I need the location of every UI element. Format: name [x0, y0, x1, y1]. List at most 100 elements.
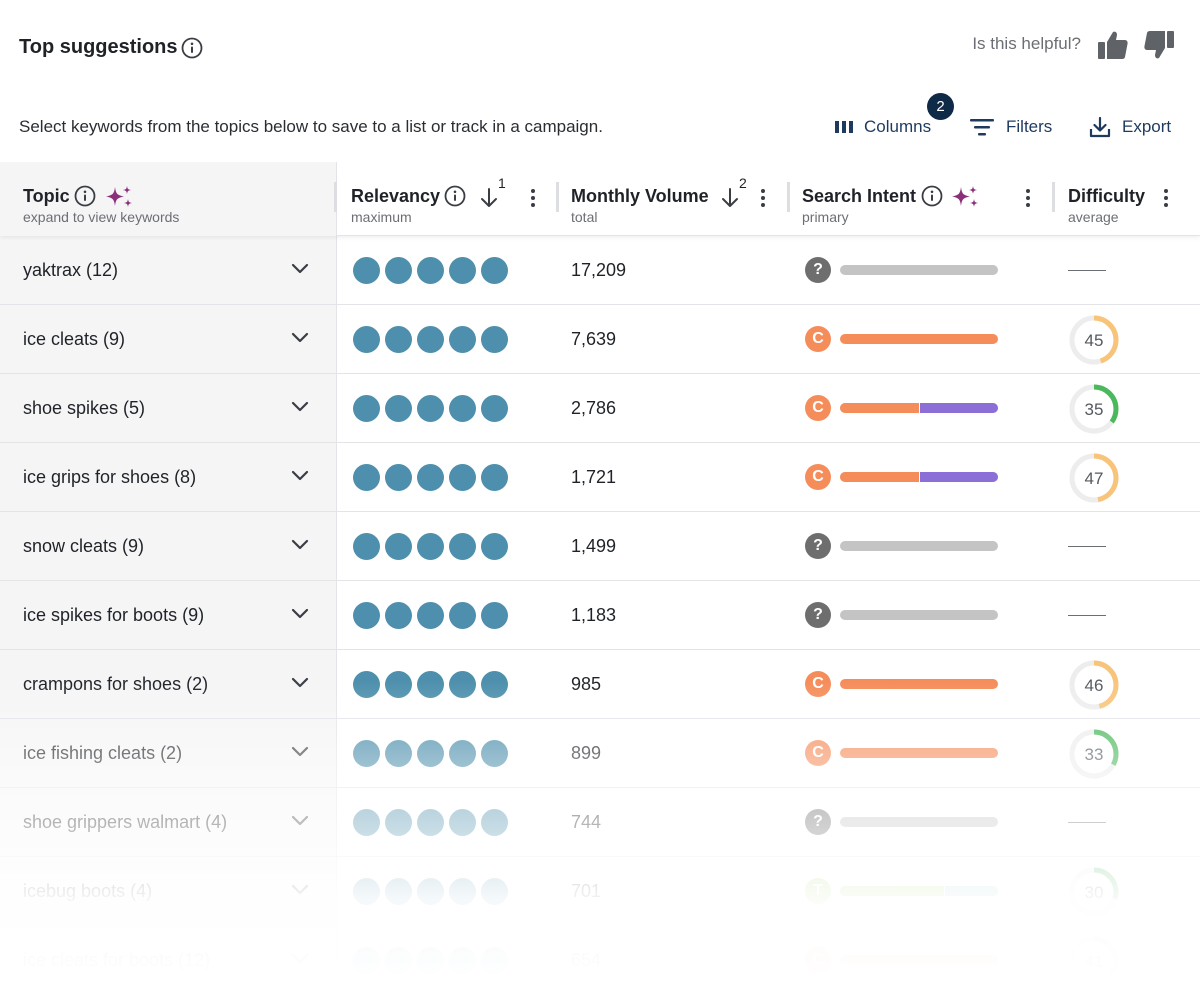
table-row[interactable]: shoe spikes (5) 2,786 C 35 [0, 374, 1200, 443]
topic-cell[interactable]: icebug boots (4) [0, 857, 337, 925]
helpful-prompt: Is this helpful? [972, 34, 1081, 53]
topic-cell[interactable]: ice cleats for boots (12) [0, 926, 337, 986]
chevron-down-icon[interactable] [290, 676, 310, 690]
column-resize-handle[interactable] [787, 182, 790, 212]
panel-header: Top suggestions Is this helpful? [0, 0, 1200, 96]
relevancy-dot [385, 809, 412, 836]
chevron-down-icon[interactable] [290, 331, 310, 345]
search-intent-badge[interactable]: T [805, 878, 831, 904]
column-header-difficulty[interactable]: Difficulty average [1054, 162, 1200, 236]
chevron-down-icon[interactable] [290, 607, 310, 621]
chevron-down-icon[interactable] [290, 538, 310, 552]
columns-button[interactable]: Columns [834, 114, 931, 140]
difficulty-score: 45 [1069, 315, 1119, 365]
search-intent-badge[interactable]: C [805, 671, 831, 697]
search-intent-badge[interactable]: ? [805, 533, 831, 559]
column-header-topic[interactable]: Topic expand to view keywords [0, 162, 337, 236]
chevron-down-icon[interactable] [290, 469, 310, 483]
relevancy-dot [481, 602, 508, 629]
search-intent-badge[interactable]: C [805, 947, 831, 973]
relevancy-rating [353, 533, 513, 560]
column-resize-handle[interactable] [334, 182, 337, 212]
intent-bar-segment [943, 886, 998, 896]
columns-icon [835, 121, 853, 133]
table-row[interactable]: yaktrax (12) 17,209? [0, 236, 1200, 305]
column-menu-icon[interactable] [1024, 188, 1032, 208]
column-header-monthly-volume[interactable]: Monthly Volume 2 total [557, 162, 790, 236]
info-icon[interactable] [181, 37, 203, 59]
relevancy-dot [385, 671, 412, 698]
info-icon[interactable] [74, 185, 96, 207]
search-intent-badge[interactable]: ? [805, 602, 831, 628]
info-icon[interactable] [444, 185, 466, 207]
difficulty-value: 33 [1085, 745, 1104, 764]
topic-cell[interactable]: yaktrax (12) [0, 236, 337, 304]
relevancy-dot [385, 740, 412, 767]
relevancy-rating [353, 602, 513, 629]
difficulty-ring-arc [1069, 453, 1119, 503]
chevron-down-icon[interactable] [290, 400, 310, 414]
relevancy-dot [449, 326, 476, 353]
chevron-down-icon[interactable] [290, 262, 310, 276]
thumbs-up-icon[interactable] [1096, 28, 1130, 62]
sort-descending-icon[interactable] [720, 187, 740, 209]
sort-order-number: 1 [498, 175, 506, 191]
topic-cell[interactable]: ice cleats (9) [0, 305, 337, 373]
column-header-relevancy[interactable]: Relevancy 1 maximum [337, 162, 559, 236]
difficulty-column-subtitle: average [1068, 209, 1119, 225]
relevancy-dot [353, 602, 380, 629]
search-intent-badge[interactable]: C [805, 464, 831, 490]
monthly-volume-value: 1,721 [571, 467, 617, 487]
topic-cell[interactable]: shoe grippers walmart (4) [0, 788, 337, 856]
table-row[interactable]: ice fishing cleats (2) 899 C 33 [0, 719, 1200, 788]
sort-descending-icon[interactable] [479, 187, 499, 209]
table-row[interactable]: ice grips for shoes (8) 1,721 C 47 [0, 443, 1200, 512]
intent-bar-segment [840, 679, 998, 689]
table-row[interactable]: icebug boots (4) 701 T 30 [0, 857, 1200, 926]
column-resize-handle[interactable] [556, 182, 559, 212]
relevancy-dot [449, 740, 476, 767]
export-button[interactable]: Export [1088, 114, 1171, 140]
table-row[interactable]: shoe grippers walmart (4) 744? [0, 788, 1200, 857]
topic-cell[interactable]: crampons for shoes (2) [0, 650, 337, 718]
topic-cell[interactable]: ice fishing cleats (2) [0, 719, 337, 787]
topic-cell[interactable]: snow cleats (9) [0, 512, 337, 580]
filters-button[interactable]: Filters [968, 114, 1052, 140]
relevancy-dot [481, 326, 508, 353]
topic-cell[interactable]: shoe spikes (5) [0, 374, 337, 442]
table-header: Topic expand to view keywords Relevancy [0, 162, 1200, 236]
monthly-volume-value: 701 [571, 881, 602, 901]
table-row[interactable]: ice cleats for boots (12) 654 C 41 [0, 926, 1200, 986]
relevancy-dot [385, 326, 412, 353]
relevancy-rating [353, 671, 513, 698]
intent-bar-segment [840, 403, 919, 413]
search-intent-badge[interactable]: C [805, 395, 831, 421]
monthly-volume-value: 744 [571, 812, 602, 832]
table-row[interactable]: ice spikes for boots (9) 1,183? [0, 581, 1200, 650]
table-row[interactable]: snow cleats (9) 1,499? [0, 512, 1200, 581]
topic-cell[interactable]: ice grips for shoes (8) [0, 443, 337, 511]
relevancy-dot [481, 395, 508, 422]
column-resize-handle[interactable] [1052, 182, 1055, 212]
chevron-down-icon[interactable] [290, 883, 310, 897]
table-row[interactable]: crampons for shoes (2) 985 C 46 [0, 650, 1200, 719]
intent-bar-segment [840, 955, 998, 965]
chevron-down-icon[interactable] [290, 952, 310, 966]
column-menu-icon[interactable] [529, 188, 537, 208]
table-row[interactable]: ice cleats (9) 7,639 C 45 [0, 305, 1200, 374]
search-intent-badge[interactable]: ? [805, 809, 831, 835]
chevron-down-icon[interactable] [290, 814, 310, 828]
column-menu-icon[interactable] [1162, 188, 1170, 208]
info-icon[interactable] [921, 185, 943, 207]
intent-bar-segment [840, 472, 919, 482]
chevron-down-icon[interactable] [290, 745, 310, 759]
search-intent-badge[interactable]: C [805, 326, 831, 352]
topic-cell[interactable]: ice spikes for boots (9) [0, 581, 337, 649]
column-header-search-intent[interactable]: Search Intent primary [788, 162, 1055, 236]
relevancy-dot [449, 395, 476, 422]
thumbs-down-icon[interactable] [1142, 28, 1176, 62]
column-menu-icon[interactable] [759, 188, 767, 208]
search-intent-badge[interactable]: ? [805, 257, 831, 283]
search-intent-badge[interactable]: C [805, 740, 831, 766]
relevancy-dot [449, 257, 476, 284]
